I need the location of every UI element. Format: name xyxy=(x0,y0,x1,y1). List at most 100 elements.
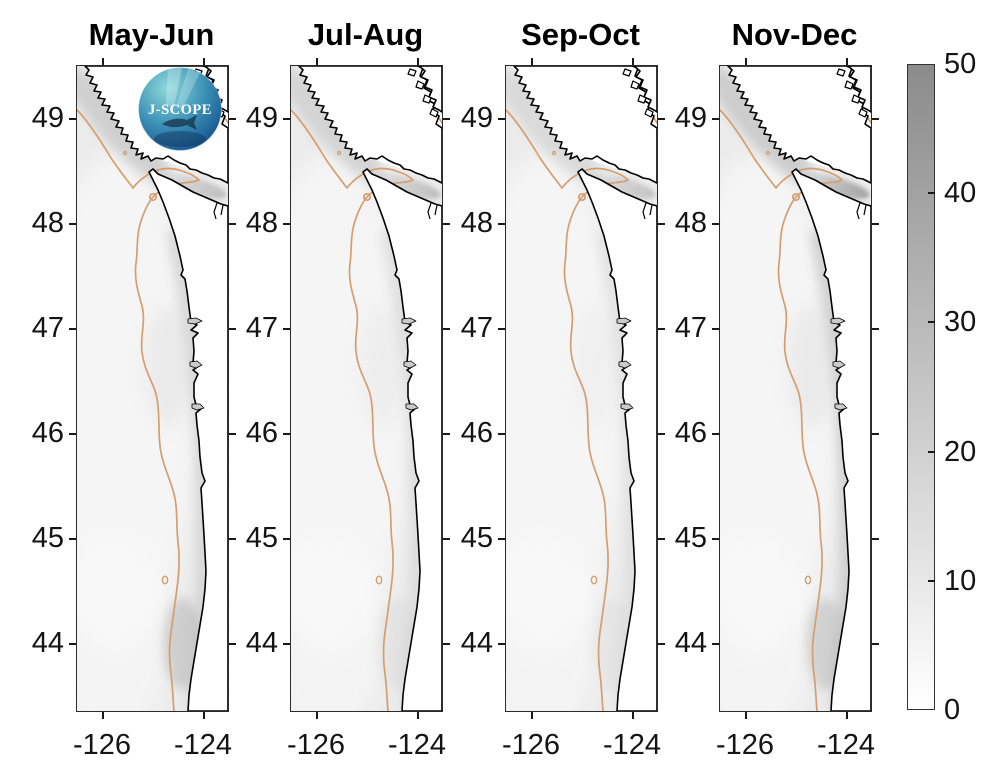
map-plot xyxy=(498,58,665,719)
lon-tick xyxy=(316,712,318,719)
lat-label: 47 xyxy=(460,312,493,344)
panel-title: Sep-Oct xyxy=(521,17,640,52)
lat-label: 44 xyxy=(674,627,707,659)
lat-tick xyxy=(872,433,879,435)
map-canvas xyxy=(291,66,442,711)
lon-tick xyxy=(632,712,634,719)
colorbar-tick xyxy=(928,192,935,194)
map-canvas xyxy=(720,66,871,711)
lat-tick xyxy=(658,643,665,645)
lat-tick xyxy=(229,433,236,435)
lat-tick xyxy=(498,118,505,120)
colorbar-tick xyxy=(928,321,935,323)
lat-label: 45 xyxy=(245,522,278,554)
lat-tick xyxy=(443,433,450,435)
lat-tick xyxy=(498,538,505,540)
lon-tick xyxy=(417,58,419,65)
lon-tick xyxy=(316,58,318,65)
colorbar-label: 30 xyxy=(944,306,977,338)
lon-tick xyxy=(203,712,205,719)
colorbar-label: 10 xyxy=(944,565,977,597)
colorbar-label: 40 xyxy=(944,177,977,209)
lat-tick xyxy=(69,118,76,120)
lon-tick xyxy=(846,58,848,65)
lat-tick xyxy=(658,538,665,540)
colorbar-label: 50 xyxy=(944,48,977,80)
lat-tick xyxy=(498,643,505,645)
lat-tick xyxy=(872,328,879,330)
lat-tick xyxy=(658,223,665,225)
map-canvas xyxy=(506,66,657,711)
lat-label: 45 xyxy=(460,522,493,554)
lat-tick xyxy=(283,328,290,330)
lat-label: 47 xyxy=(674,312,707,344)
lon-tick xyxy=(417,712,419,719)
lat-tick xyxy=(658,328,665,330)
map-plot xyxy=(712,58,879,719)
lat-label: 46 xyxy=(460,417,493,449)
lat-label: 46 xyxy=(674,417,707,449)
lat-tick xyxy=(229,643,236,645)
lon-label: -124 xyxy=(173,729,233,761)
lat-tick xyxy=(498,223,505,225)
lat-tick xyxy=(69,328,76,330)
lat-tick xyxy=(443,643,450,645)
lon-label: -124 xyxy=(387,729,447,761)
lon-label: -124 xyxy=(816,729,876,761)
lon-tick xyxy=(531,712,533,719)
lat-tick xyxy=(69,433,76,435)
lat-tick xyxy=(69,223,76,225)
lon-label: -126 xyxy=(715,729,775,761)
panel-title: Nov-Dec xyxy=(731,17,858,52)
colorbar-gradient xyxy=(907,64,935,710)
light-rays-icon xyxy=(166,68,200,109)
lat-tick xyxy=(229,118,236,120)
lon-tick xyxy=(632,58,634,65)
map-plot xyxy=(283,58,450,719)
lat-tick xyxy=(712,538,719,540)
lat-label: 49 xyxy=(674,102,707,134)
lat-tick xyxy=(283,538,290,540)
lat-tick xyxy=(443,538,450,540)
lat-tick xyxy=(283,643,290,645)
lat-label: 48 xyxy=(245,207,278,239)
map-plot xyxy=(69,58,236,719)
lon-tick xyxy=(203,58,205,65)
lat-label: 47 xyxy=(245,312,278,344)
map-panel: Sep-Oct 49 48 47 46 xyxy=(461,17,665,761)
lat-tick xyxy=(498,433,505,435)
lat-label: 45 xyxy=(674,522,707,554)
lat-tick xyxy=(712,118,719,120)
lat-tick xyxy=(712,643,719,645)
lon-label: -124 xyxy=(602,729,662,761)
lat-label: 47 xyxy=(31,312,64,344)
lat-label: 46 xyxy=(31,417,64,449)
lat-tick xyxy=(69,538,76,540)
jscope-logo-text: J-SCOPE xyxy=(148,102,212,118)
lat-label: 48 xyxy=(460,207,493,239)
lat-tick xyxy=(712,328,719,330)
lon-tick xyxy=(531,58,533,65)
lat-label: 48 xyxy=(31,207,64,239)
colorbar-label: 0 xyxy=(944,694,961,726)
lat-tick xyxy=(712,433,719,435)
lat-label: 44 xyxy=(245,627,278,659)
fish-icon xyxy=(162,115,197,130)
lat-tick xyxy=(283,223,290,225)
colorbar-tick xyxy=(928,580,935,582)
lat-tick xyxy=(872,538,879,540)
lat-label: 49 xyxy=(245,102,278,134)
colorbar-tick xyxy=(928,451,935,453)
lat-tick xyxy=(712,223,719,225)
colorbar-label: 20 xyxy=(944,436,977,468)
lon-label: -126 xyxy=(501,729,561,761)
lon-tick xyxy=(745,712,747,719)
lat-label: 48 xyxy=(674,207,707,239)
map-panel: Nov-Dec 49 48 47 46 xyxy=(675,17,879,761)
lat-tick xyxy=(872,118,879,120)
lat-tick xyxy=(283,118,290,120)
lon-tick xyxy=(846,712,848,719)
lat-label: 45 xyxy=(31,522,64,554)
lat-tick xyxy=(658,118,665,120)
